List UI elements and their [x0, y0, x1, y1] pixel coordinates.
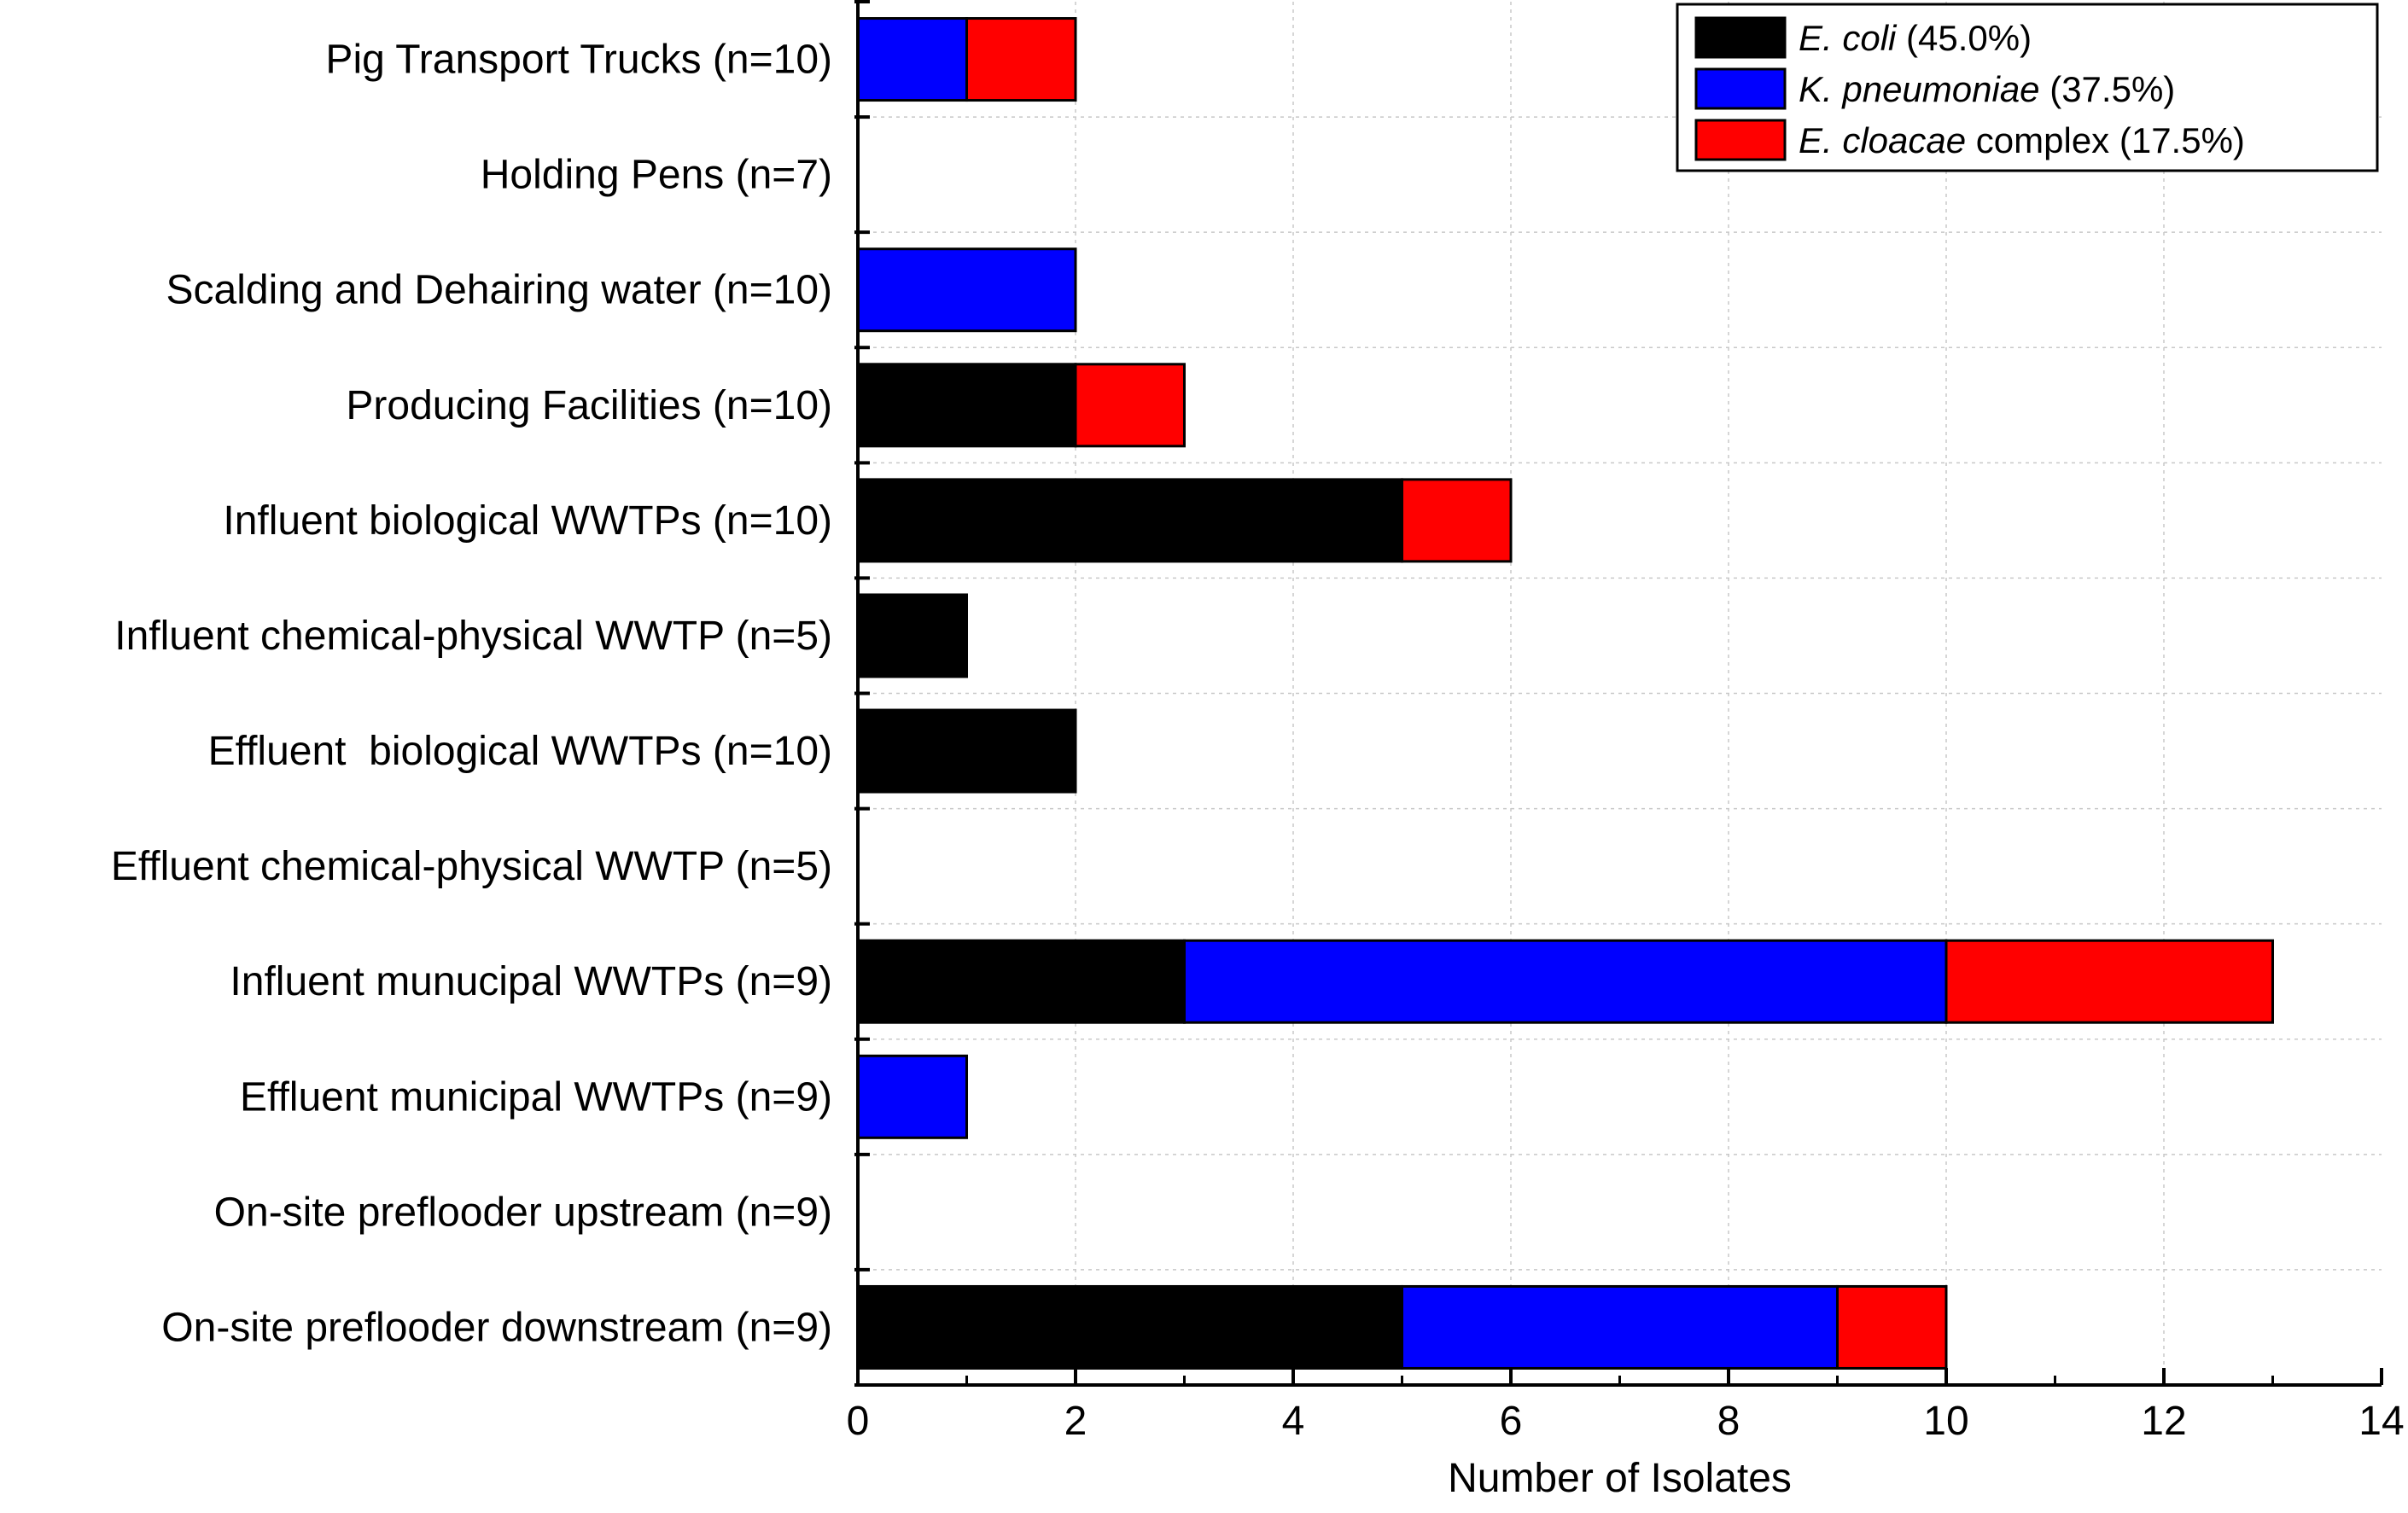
legend-swatch-0	[1694, 16, 1787, 59]
category-label-5: Influent chemical-physical WWTP (n=5)	[114, 614, 832, 659]
bar-segment-11-1	[1401, 1284, 1839, 1370]
bar-segment-0-2	[965, 17, 1077, 102]
x-tick-label-7: 14	[2358, 1399, 2404, 1444]
category-label-0: Pig Transport Trucks (n=10)	[325, 38, 832, 83]
x-tick-label-2: 4	[1282, 1399, 1305, 1444]
legend-species-1: K. pneumoniae	[1799, 69, 2040, 109]
axes: 0 2 4 6 8 10 12 14	[847, 0, 2405, 1444]
x-tick-label-0: 0	[847, 1399, 870, 1444]
category-label-7: Effluent chemical-physical WWTP (n=5)	[111, 844, 832, 889]
bar-segment-11-2	[1836, 1284, 1948, 1370]
bar-segment-4-0	[856, 478, 1403, 563]
bar-segment-3-0	[856, 363, 1077, 448]
category-label-9: Effluent municipal WWTPs (n=9)	[240, 1074, 832, 1120]
legend-swatch-1	[1694, 67, 1787, 110]
x-tick-label-1: 2	[1064, 1399, 1087, 1444]
category-label-10: On-site preflooder upstream (n=9)	[214, 1190, 832, 1235]
x-tick-label-3: 6	[1500, 1399, 1523, 1444]
gridlines	[858, 2, 2382, 1385]
category-label-2: Scalding and Dehairing water (n=10)	[166, 268, 832, 313]
legend-detail-0: (45.0%)	[1896, 18, 2032, 58]
legend-detail-1: (37.5%)	[2040, 69, 2176, 109]
bar-segment-5-0	[856, 593, 968, 678]
bars	[856, 17, 2274, 1370]
category-label-3: Producing Facilities (n=10)	[346, 383, 832, 428]
bar-segment-8-1	[1183, 939, 1948, 1024]
x-axis-title: Number of Isolates	[1448, 1456, 1792, 1501]
x-tick-label-5: 10	[1923, 1399, 1968, 1444]
category-label-4: Influent biological WWTPs (n=10)	[223, 498, 832, 544]
category-labels: Pig Transport Trucks (n=10) Holding Pens …	[111, 38, 832, 1351]
bar-segment-0-1	[856, 17, 968, 102]
category-label-8: Influent munucipal WWTPs (n=9)	[230, 959, 832, 1004]
legend-species-0: E. coli	[1799, 18, 1898, 58]
bar-segment-8-2	[1944, 939, 2274, 1024]
legend-box	[1676, 3, 2379, 172]
bar-segment-2-1	[856, 247, 1077, 333]
category-label-11: On-site preflooder downstream (n=9)	[161, 1305, 832, 1350]
legend-label-1: K. pneumoniae (37.5%)	[1799, 69, 2175, 109]
legend-label-0: E. coli (45.0%)	[1799, 18, 2032, 58]
legend-label-2: E. cloacae complex (17.5%)	[1799, 120, 2245, 160]
x-tick-label-6: 12	[2141, 1399, 2186, 1444]
bar-segment-11-0	[856, 1284, 1403, 1370]
bar-segment-8-0	[856, 939, 1186, 1024]
legend-species-2: E. cloacae	[1799, 120, 1966, 160]
legend: E. coli (45.0%)K. pneumoniae (37.5%)E. c…	[1676, 3, 2379, 172]
bar-segment-4-2	[1401, 478, 1513, 563]
bar-segment-6-0	[856, 708, 1077, 794]
category-label-1: Holding Pens (n=7)	[481, 153, 832, 198]
legend-swatch-2	[1694, 119, 1787, 161]
bar-segment-3-2	[1074, 363, 1186, 448]
category-label-6: Effluent biological WWTPs (n=10)	[208, 729, 832, 774]
x-tick-label-4: 8	[1717, 1399, 1740, 1444]
bar-segment-9-1	[856, 1054, 968, 1139]
legend-detail-2: complex (17.5%)	[1966, 120, 2245, 160]
